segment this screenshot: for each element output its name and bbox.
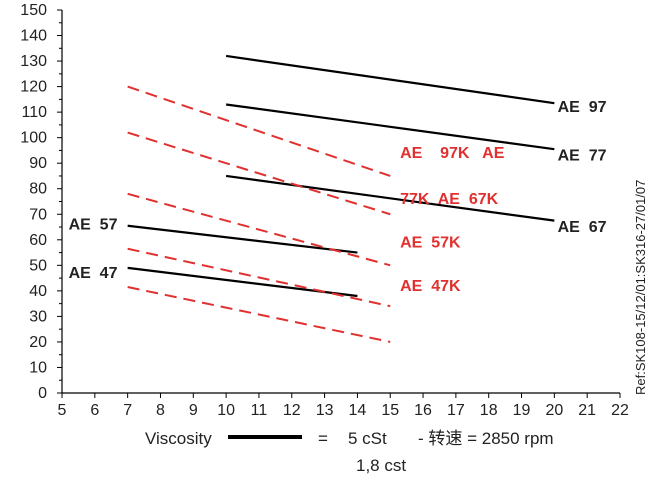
x-tick-label: 7 [123, 402, 132, 419]
legend-value-primary: 5 cSt [348, 429, 387, 448]
y-tick-label: 50 [29, 257, 47, 274]
series-line-dashed [127, 247, 391, 308]
legend: Viscosity = 5 cSt - 转速 = 2850 rpm 1,8 cs… [145, 429, 554, 475]
axes: 0 10 20 30 40 50 60 70 80 90 100 110 120 130 140 150 5 6 7… [20, 2, 629, 419]
y-tick-label: 40 [29, 283, 47, 300]
background-overlay [400, 198, 492, 337]
x-tick-label: 11 [251, 402, 268, 419]
x-tick-label: 21 [578, 402, 596, 419]
x-tick-label: 13 [316, 402, 334, 419]
x-tick-label: 22 [611, 402, 629, 419]
y-tick-label: 140 [20, 28, 47, 45]
y-tick-label: 80 [29, 181, 47, 198]
y-tick-label: 10 [29, 359, 47, 376]
y-tick-label: 90 [29, 155, 47, 172]
x-tick-label: 20 [545, 402, 563, 419]
obscured-region [400, 198, 492, 337]
x-tick-label: 17 [447, 402, 465, 419]
series-line-solid [225, 174, 555, 222]
series-layer [127, 54, 555, 343]
x-tick-label: 16 [414, 402, 432, 419]
legend-label: Viscosity [145, 429, 212, 448]
y-tick-label: 30 [29, 308, 47, 325]
series-label: AE 57K [400, 234, 461, 251]
y-tick-label: 70 [29, 206, 47, 223]
x-tick-label: 12 [283, 402, 301, 419]
y-tick-label: 130 [20, 53, 47, 70]
series-label: AE 47 [69, 265, 118, 282]
x-tick-label: 19 [513, 402, 531, 419]
series-line-solid [225, 103, 555, 151]
y-tick-label: 150 [20, 2, 47, 19]
x-tick-label: 10 [217, 402, 235, 419]
reference-text: Ref:SK108-15/12/01:SK316-27/01/07 [633, 180, 648, 395]
y-tick-label: 120 [20, 79, 47, 96]
x-tick-label: 8 [156, 402, 165, 419]
x-tick-label: 5 [58, 402, 67, 419]
series-label: AE 97 [558, 99, 607, 116]
x-tick-label: 18 [480, 402, 498, 419]
y-tick-label: 100 [20, 130, 47, 147]
series-line-dashed [127, 85, 391, 177]
y-tick-label: 110 [21, 104, 47, 121]
x-tick-label: 6 [90, 402, 99, 419]
series-label: 77K AE 67K [400, 191, 499, 208]
legend-equals: = [318, 429, 328, 448]
series-label: AE 47K [400, 278, 461, 295]
series-label: AE 67 [558, 219, 607, 236]
series-label: AE 57 [69, 217, 118, 234]
series-line-dashed [127, 286, 391, 343]
series-line-dashed [127, 192, 391, 267]
y-tick-label: 0 [38, 385, 47, 402]
legend-value-secondary: 1,8 cst [356, 456, 406, 475]
y-tick-label: 60 [29, 232, 47, 249]
legend-rpm: - 转速 = 2850 rpm [418, 429, 554, 448]
annotation-layer: AE 97 AE 77 AE 67 AE 57 AE 47 AE 97K AE 77K AE… [69, 99, 607, 295]
x-tick-label: 14 [349, 402, 367, 419]
series-line-dashed [127, 131, 391, 216]
x-tick-label: 9 [189, 402, 198, 419]
series-line-solid [225, 54, 555, 105]
x-tick-label: 15 [381, 402, 399, 419]
series-line-solid [127, 224, 358, 254]
y-tick-label: 20 [29, 334, 47, 351]
series-label: AE 97K AE [400, 145, 505, 162]
series-label: AE 77 [558, 148, 607, 165]
